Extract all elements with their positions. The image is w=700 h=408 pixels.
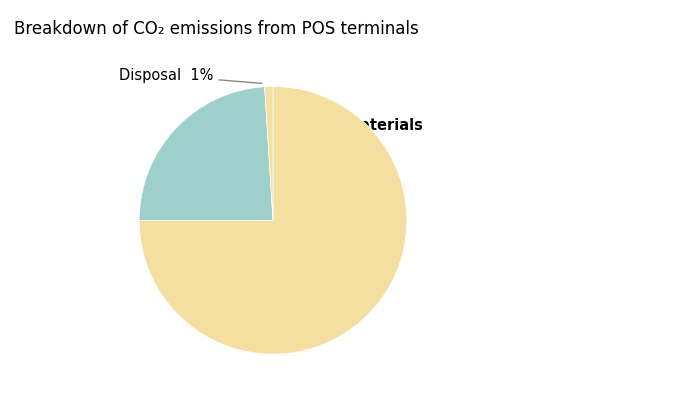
Wedge shape <box>139 87 273 220</box>
Text: Disposal  1%: Disposal 1% <box>119 68 262 83</box>
Wedge shape <box>139 86 407 354</box>
Text: Raw materials
24%: Raw materials 24% <box>305 118 423 151</box>
Text: Breakdown of CO₂ emissions from POS terminals: Breakdown of CO₂ emissions from POS term… <box>14 20 419 38</box>
Wedge shape <box>265 86 273 220</box>
Text: Operation
(Electricity)
75%: Operation (Electricity) 75% <box>147 204 231 253</box>
